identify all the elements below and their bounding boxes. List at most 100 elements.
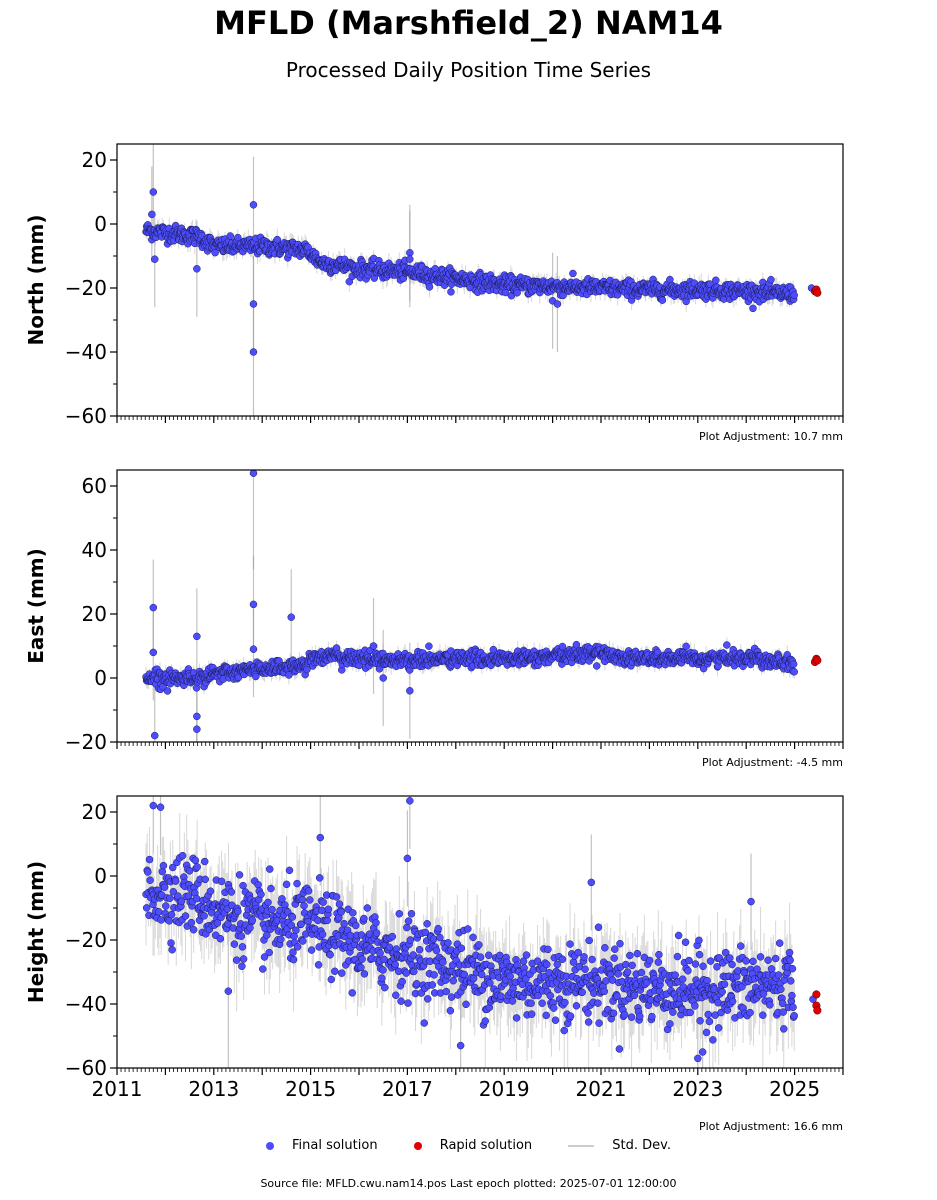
y-tick-label: 20 <box>82 148 107 172</box>
rapid-solution-points <box>810 654 822 667</box>
final-point <box>592 662 601 670</box>
final-point <box>230 940 239 948</box>
legend: Final solution Rapid solution Std. Dev. <box>0 1138 937 1153</box>
final-point <box>292 926 300 935</box>
std-line-icon <box>568 1144 595 1147</box>
final-point <box>192 894 201 903</box>
final-point <box>298 895 307 904</box>
final-point <box>447 993 456 1001</box>
final-point <box>522 951 531 959</box>
chart-subtitle: Processed Daily Position Time Series <box>285 58 652 82</box>
final-point <box>249 348 258 356</box>
final-point <box>713 963 721 971</box>
final-point <box>425 642 433 650</box>
final-point <box>737 942 745 950</box>
plot-adjustment-label: Plot Adjustment: -4.5 mm <box>702 756 843 769</box>
final-point <box>282 880 291 889</box>
final-point <box>587 878 596 887</box>
final-point <box>546 992 555 1000</box>
y-tick-label: −40 <box>65 992 107 1016</box>
final-point <box>434 924 442 933</box>
final-point <box>778 999 787 1008</box>
final-point <box>691 960 700 968</box>
legend-std-label: Std. Dev. <box>612 1138 671 1153</box>
final-point <box>278 895 286 903</box>
final-point <box>654 958 663 966</box>
final-point <box>402 969 410 977</box>
final-point <box>759 1011 767 1019</box>
final-point <box>149 188 158 196</box>
final-point <box>177 897 186 905</box>
final-point <box>232 956 241 964</box>
x-tick-label: 2021 <box>576 1077 627 1101</box>
y-tick-label: 40 <box>82 538 107 562</box>
final-point <box>696 1017 704 1025</box>
final-point <box>674 931 683 940</box>
x-tick-label: 2025 <box>769 1077 820 1101</box>
final-point <box>686 1008 694 1017</box>
final-point <box>151 731 159 740</box>
final-point <box>725 954 734 962</box>
final-point <box>264 898 272 907</box>
final-point <box>790 1011 798 1020</box>
final-point <box>314 961 323 969</box>
final-point <box>369 642 378 650</box>
final-solution-points <box>142 797 817 1063</box>
final-point <box>363 904 372 912</box>
final-point <box>777 985 785 994</box>
final-point <box>378 974 386 982</box>
final-point <box>691 1002 699 1010</box>
final-point <box>249 600 258 609</box>
final-point <box>695 950 704 959</box>
final-point <box>297 920 305 928</box>
final-point <box>249 300 258 308</box>
final-point <box>191 856 200 865</box>
final-point <box>146 876 154 884</box>
final-point <box>590 989 598 997</box>
final-point <box>616 939 624 948</box>
y-tick-label: 20 <box>82 800 107 824</box>
final-point <box>786 977 795 985</box>
final-point <box>415 945 424 954</box>
final-point <box>561 998 569 1007</box>
final-point <box>720 980 729 989</box>
final-point <box>357 963 365 972</box>
final-point <box>588 955 596 964</box>
final-point <box>287 613 295 621</box>
final-point <box>407 909 416 918</box>
final-point <box>566 940 574 948</box>
final-point <box>259 965 267 973</box>
final-point <box>428 981 437 989</box>
final-point <box>432 946 441 955</box>
final-point <box>637 968 646 977</box>
final-point <box>615 1045 624 1053</box>
final-point <box>307 946 316 954</box>
final-point <box>790 668 798 676</box>
final-point <box>252 672 260 681</box>
final-point <box>268 905 276 914</box>
final-point <box>149 603 158 612</box>
final-point <box>786 956 794 965</box>
final-point <box>287 921 295 929</box>
final-point <box>358 955 366 963</box>
final-point <box>527 999 535 1007</box>
final-point <box>193 725 201 733</box>
final-point <box>300 902 308 910</box>
final-point <box>749 304 757 313</box>
final-point <box>200 857 209 866</box>
final-point <box>319 898 327 906</box>
panel-north: 20 0 −20 −40 −60 North (mm) Plot Adjustment: 1… <box>24 143 844 443</box>
final-point <box>324 905 333 914</box>
final-point <box>585 936 593 945</box>
final-point <box>699 962 707 971</box>
rapid-point <box>813 1006 822 1015</box>
final-point <box>167 939 175 947</box>
final-point <box>658 296 667 304</box>
final-point <box>682 642 690 651</box>
final-point <box>337 908 345 916</box>
final-point <box>447 288 455 296</box>
final-point <box>372 929 381 937</box>
final-point <box>165 917 174 925</box>
final-point <box>723 641 731 649</box>
final-point <box>263 931 271 939</box>
